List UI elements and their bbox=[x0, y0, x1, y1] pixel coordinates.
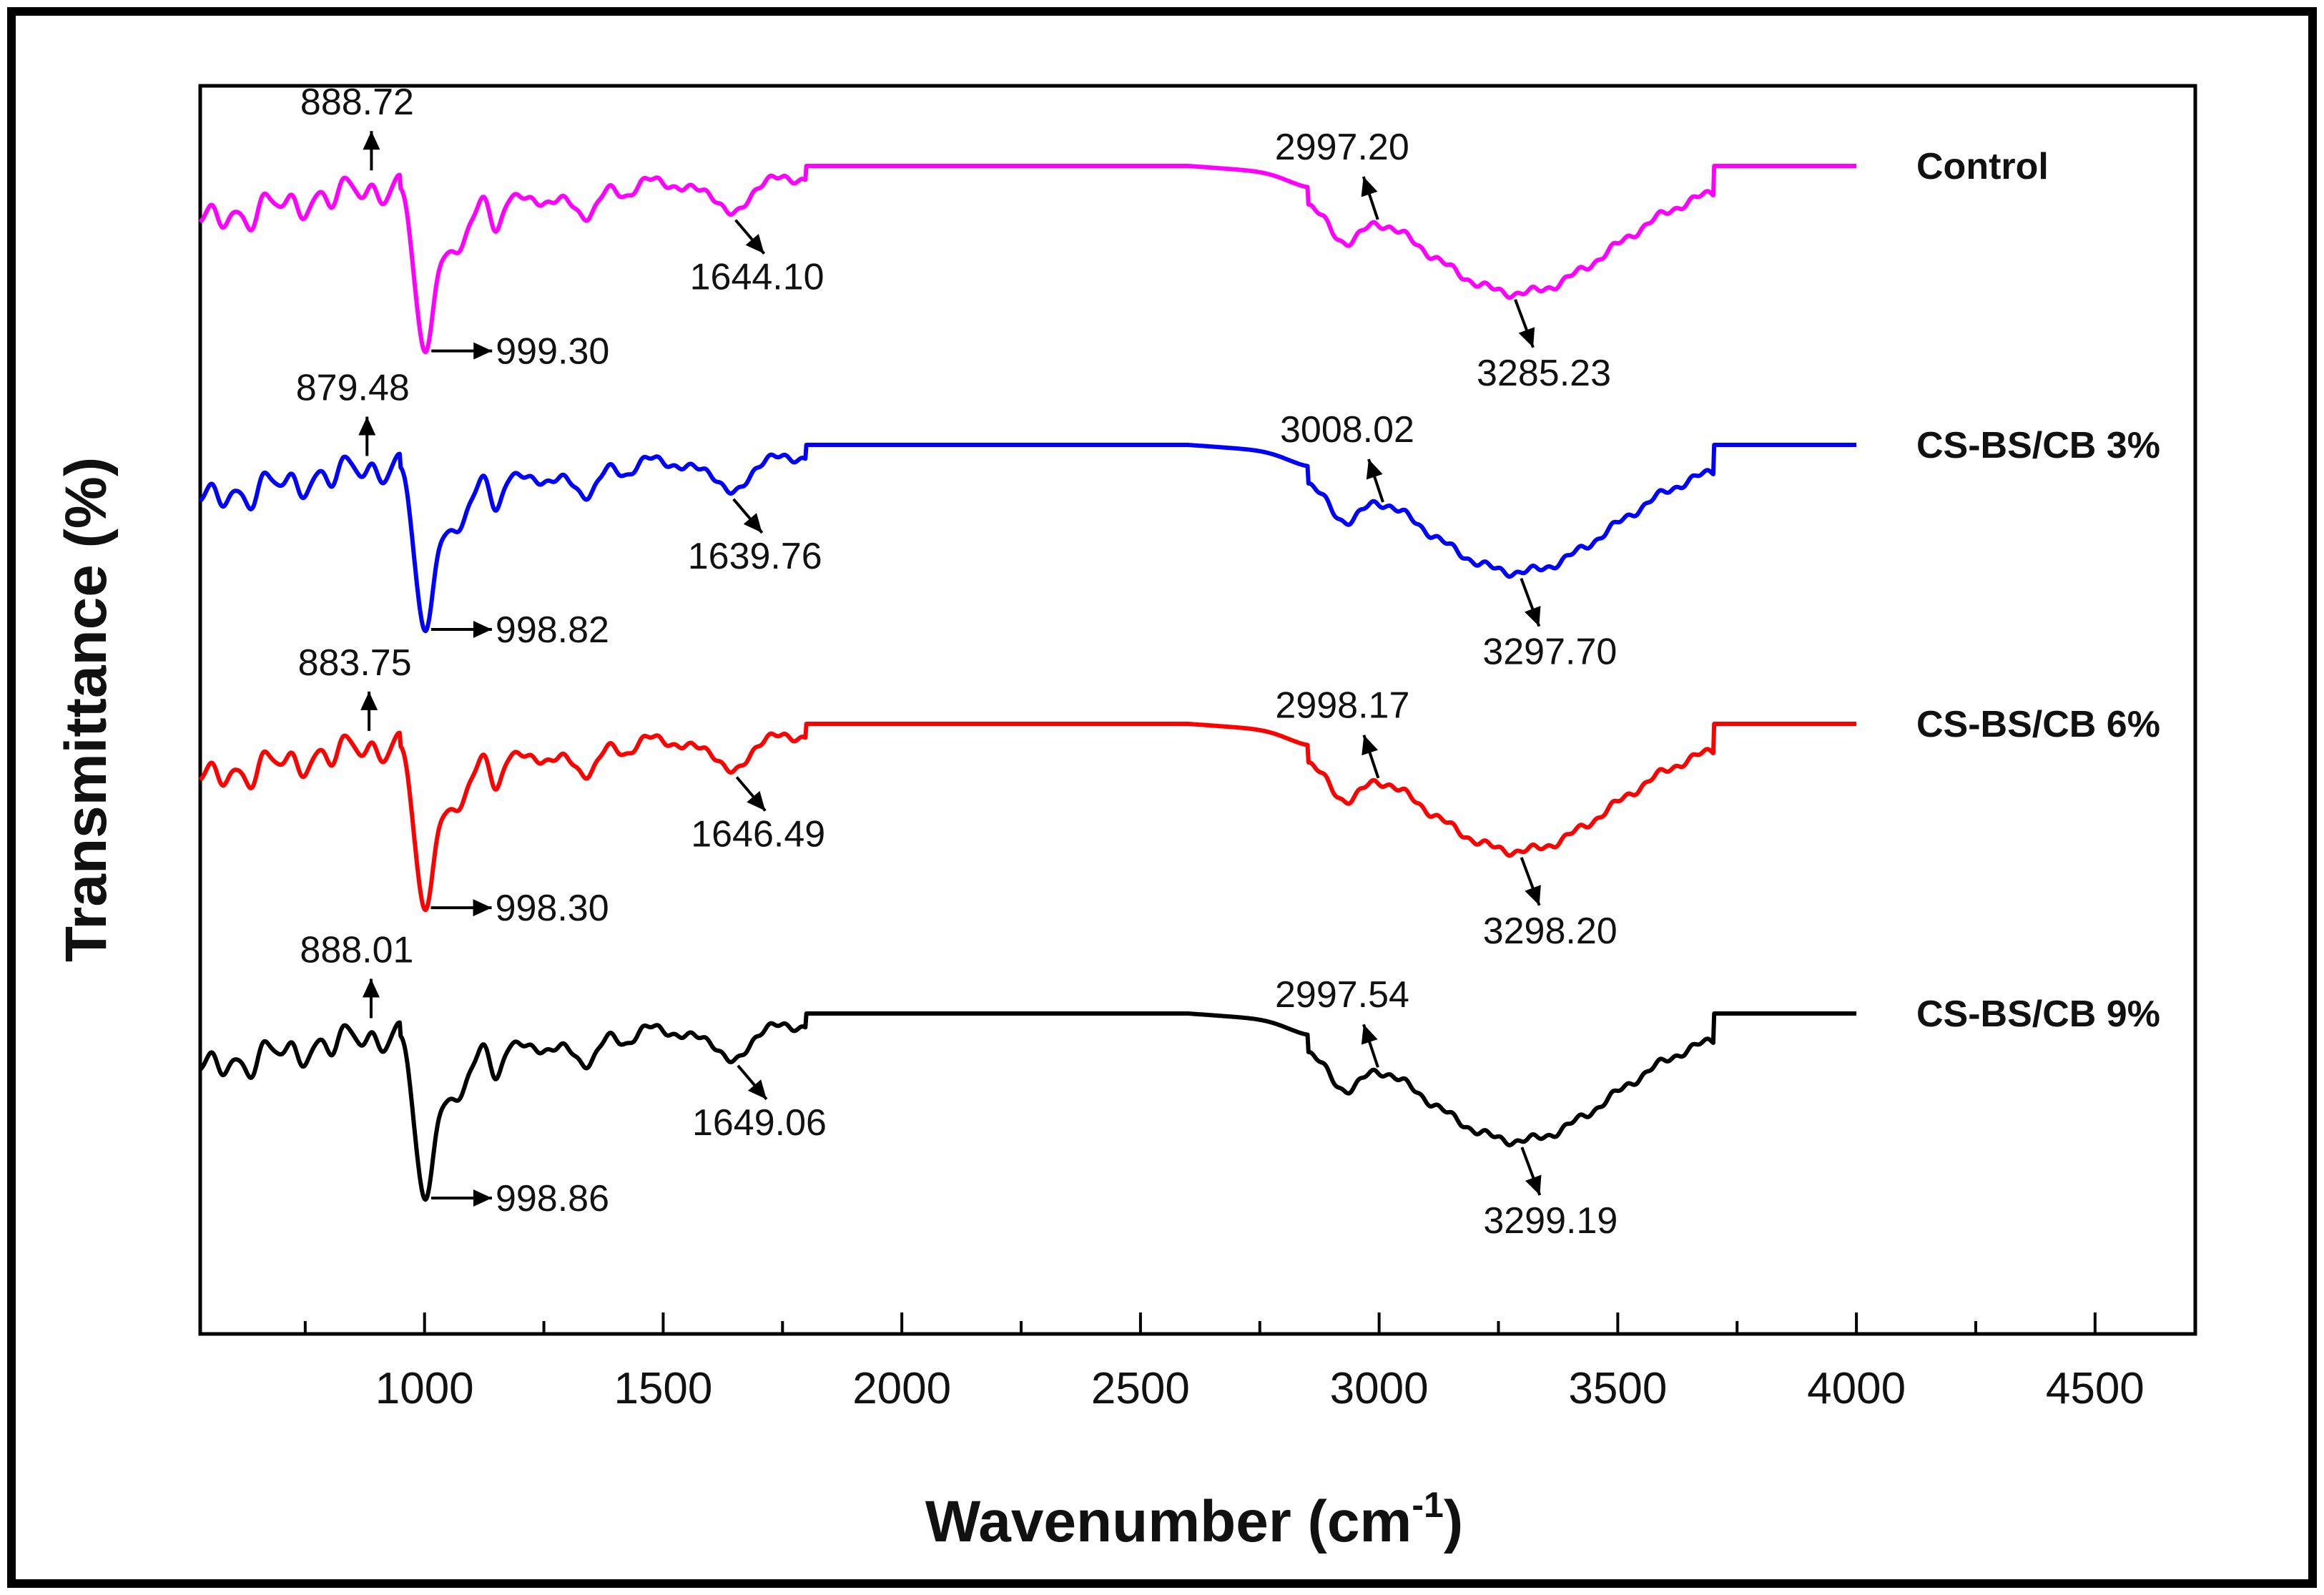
annotation-arrow-head bbox=[1361, 176, 1378, 197]
peak-label: 2998.17 bbox=[1275, 685, 1409, 727]
spectrum-line bbox=[198, 722, 1858, 913]
annotation-arrow-head bbox=[363, 131, 380, 150]
peak-label: 1644.10 bbox=[690, 257, 824, 298]
x-axis-ticks: 1000 1500 2000 2500 3000 3500 4000 4500 bbox=[303, 1312, 2145, 1413]
peak-label: 3008.02 bbox=[1280, 409, 1414, 451]
annotation-arrow-head bbox=[745, 234, 764, 254]
annotation-arrow-head bbox=[1525, 1174, 1542, 1195]
x-tick-label: 3000 bbox=[1330, 1364, 1429, 1413]
annotation-arrow-head bbox=[1518, 327, 1535, 348]
annotation-arrow-head bbox=[358, 416, 376, 436]
spectra-curves bbox=[198, 164, 1858, 1202]
peak-label: 888.01 bbox=[300, 929, 413, 971]
peak-label: 1639.76 bbox=[688, 536, 822, 577]
annotation-arrow-head bbox=[747, 790, 766, 811]
x-tick-label: 1500 bbox=[614, 1364, 712, 1413]
peak-label: 879.48 bbox=[296, 368, 410, 409]
y-axis-title: Transmittance (%) bbox=[54, 457, 119, 962]
peak-label: 2997.20 bbox=[1275, 127, 1409, 168]
x-tick-label: 4000 bbox=[1807, 1364, 1906, 1413]
x-tick-label: 3500 bbox=[1568, 1364, 1667, 1413]
peak-label: 883.75 bbox=[298, 642, 412, 684]
annotation-arrow-head bbox=[1366, 459, 1383, 480]
x-tick-label: 2500 bbox=[1091, 1364, 1190, 1413]
annotation-arrow-head bbox=[1362, 735, 1379, 756]
series-label: CS-BS/CB 3% bbox=[1916, 425, 2160, 466]
annotation-arrow-head bbox=[360, 691, 378, 710]
annotation-arrow-head bbox=[743, 513, 762, 533]
series-label: CS-BS/CB 9% bbox=[1916, 993, 2160, 1035]
annotation-arrow-head bbox=[362, 978, 380, 998]
series-label: CS-BS/CB 6% bbox=[1916, 704, 2160, 745]
annotation-arrow-head bbox=[473, 620, 492, 638]
spectrum-line bbox=[198, 443, 1858, 634]
peak-label: 998.30 bbox=[496, 888, 609, 929]
annotation-arrow-head bbox=[1361, 1024, 1378, 1045]
peak-label: 888.72 bbox=[300, 82, 414, 123]
annotation-arrow-head bbox=[473, 342, 493, 360]
peak-label: 998.86 bbox=[496, 1178, 609, 1219]
x-tick-label: 1000 bbox=[375, 1364, 474, 1413]
x-axis-title: Wavenumber (cm-1) bbox=[925, 1485, 1463, 1554]
x-tick-label: 2000 bbox=[852, 1364, 951, 1413]
x-tick-label: 4500 bbox=[2046, 1364, 2145, 1413]
peak-label: 2997.54 bbox=[1275, 974, 1409, 1016]
peak-label: 3285.23 bbox=[1477, 353, 1611, 394]
outer-frame bbox=[7, 7, 2317, 1588]
annotation-arrow-head bbox=[473, 899, 492, 917]
series-labels: Control CS-BS/CB 3% CS-BS/CB 6% CS-BS/CB 9% bbox=[1916, 146, 2160, 1035]
annotation-arrow-head bbox=[1525, 606, 1541, 627]
peak-label: 999.30 bbox=[496, 331, 609, 373]
peak-annotations: 888.72 999.30 1644.10 2997.20 3285.23 879.48 9… bbox=[296, 82, 1618, 1242]
series-label: Control bbox=[1916, 146, 2049, 187]
annotation-arrow-head bbox=[747, 1079, 767, 1099]
spectrum-line bbox=[198, 1011, 1858, 1202]
spectrum-line bbox=[198, 164, 1858, 355]
peak-label: 3299.19 bbox=[1483, 1200, 1618, 1242]
peak-label: 1646.49 bbox=[691, 814, 825, 855]
peak-label: 3297.70 bbox=[1482, 632, 1617, 673]
peak-label: 998.82 bbox=[496, 609, 609, 651]
peak-label: 1649.06 bbox=[692, 1102, 827, 1144]
annotation-arrow-head bbox=[473, 1189, 492, 1207]
annotation-arrow-head bbox=[1525, 885, 1541, 906]
peak-label: 3298.20 bbox=[1483, 911, 1618, 952]
plot-area bbox=[198, 84, 2197, 1336]
